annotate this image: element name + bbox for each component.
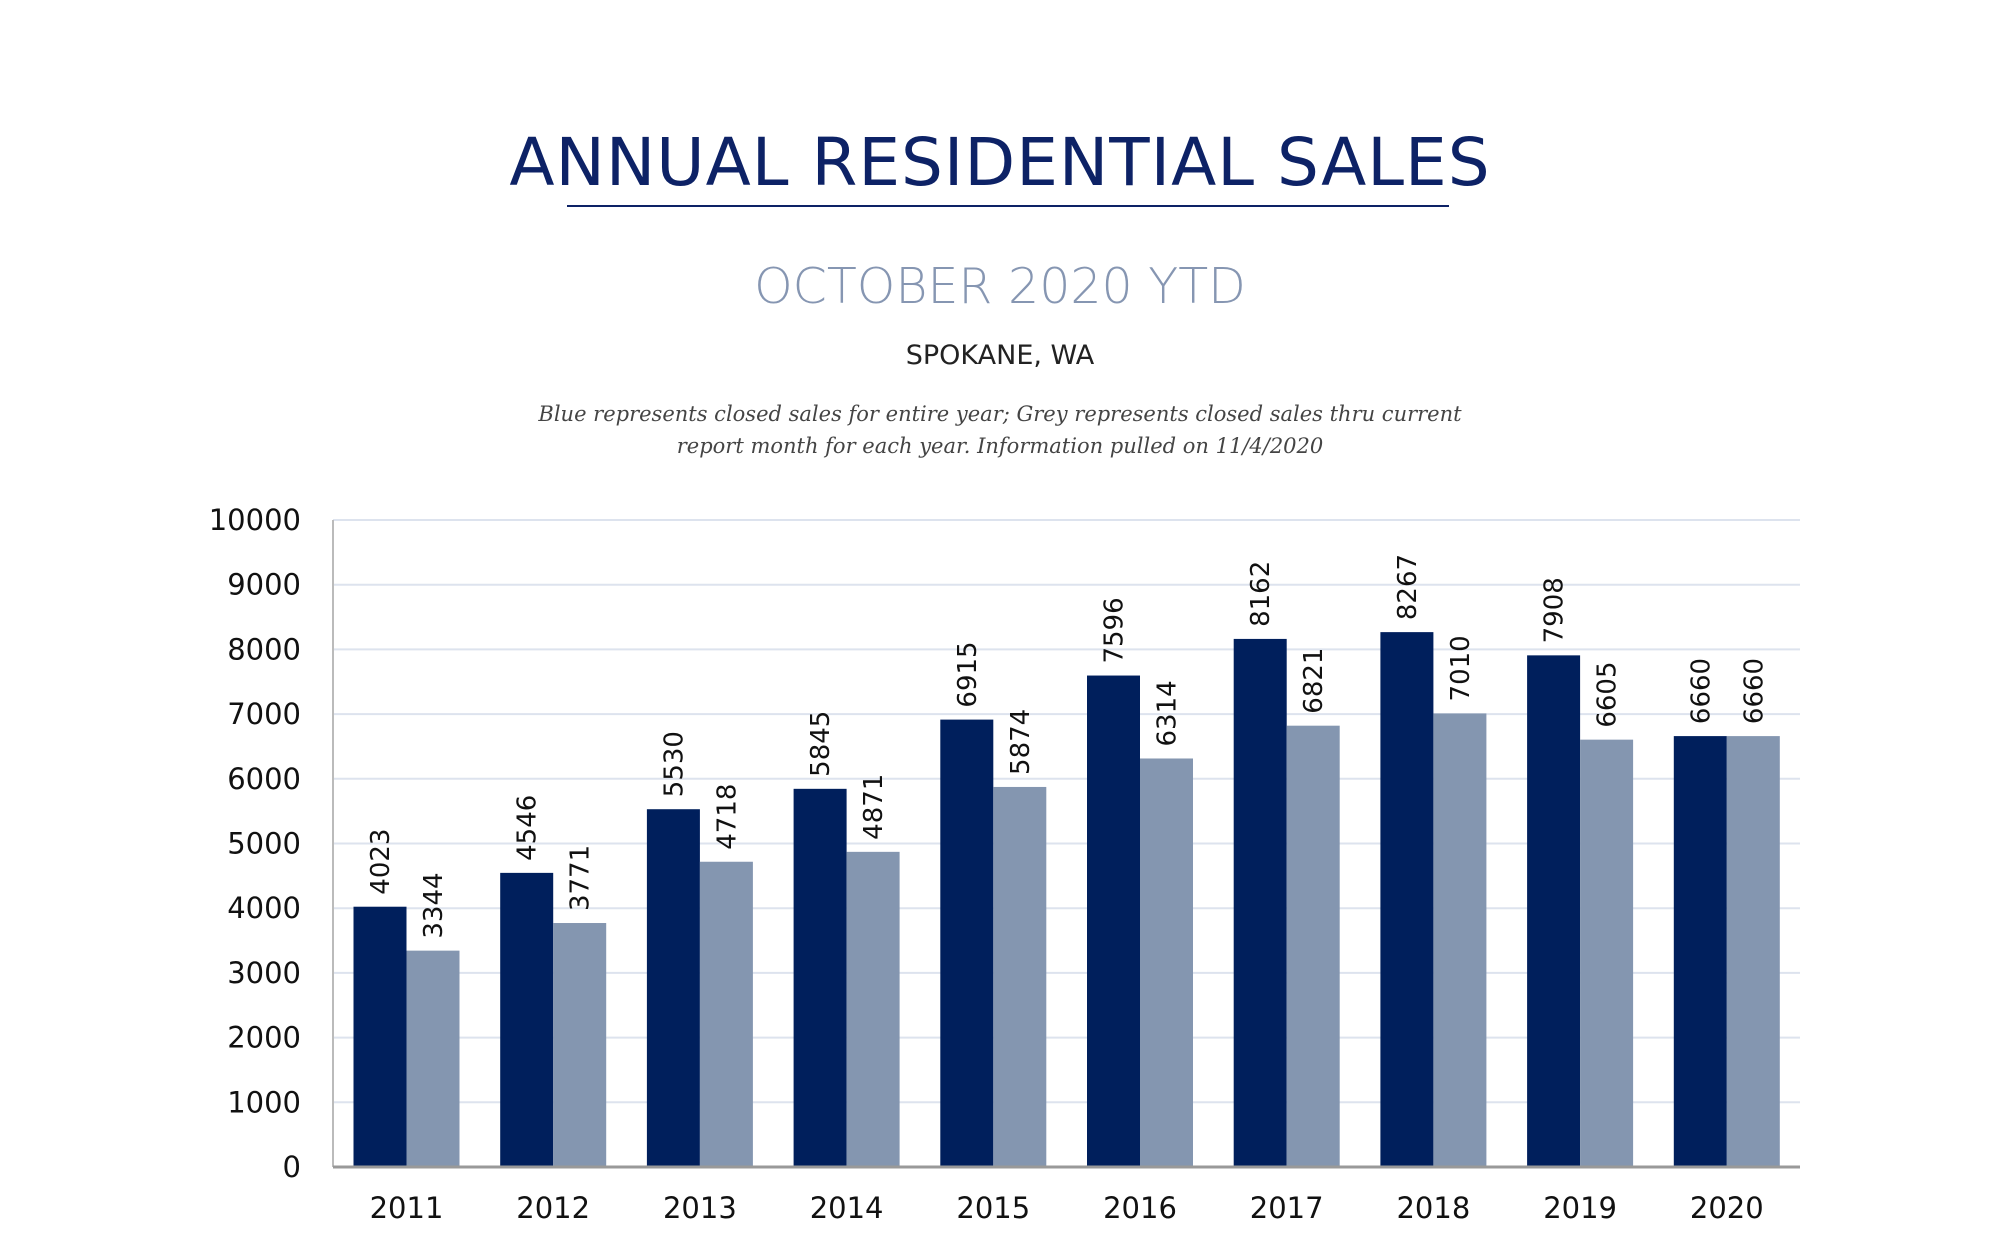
chart-note: Blue represents closed sales for entire … — [0, 398, 2000, 462]
x-tick-label: 2011 — [370, 1191, 444, 1225]
bar-2019-series-2 — [1580, 739, 1634, 1167]
data-label: 6660 — [1739, 658, 1769, 724]
y-tick-label: 6000 — [227, 762, 301, 796]
bar-2015-series-1 — [940, 719, 994, 1167]
data-label: 6314 — [1153, 680, 1183, 746]
y-tick-label: 4000 — [227, 891, 301, 925]
bar-2014-series-1 — [793, 788, 847, 1167]
bar-2020-series-2 — [1726, 736, 1780, 1167]
y-tick-label: 8000 — [227, 632, 301, 666]
bar-2011-series-2 — [406, 950, 460, 1167]
y-tick-label: 5000 — [227, 827, 301, 861]
x-tick-label: 2013 — [663, 1191, 737, 1225]
data-label: 6915 — [953, 641, 983, 707]
x-tick-label: 2014 — [810, 1191, 884, 1225]
data-label: 6660 — [1686, 658, 1716, 724]
x-tick-label: 2016 — [1103, 1191, 1177, 1225]
y-tick-label: 10000 — [209, 503, 301, 537]
y-tick-label: 9000 — [227, 568, 301, 602]
y-tick-label: 0 — [283, 1150, 301, 1184]
note-line-2: report month for each year. Information … — [676, 434, 1324, 458]
bar-2012-series-1 — [500, 872, 554, 1167]
bar-2013-series-1 — [646, 809, 700, 1167]
data-label: 3771 — [566, 845, 596, 911]
data-label: 7010 — [1446, 635, 1476, 701]
data-label: 8162 — [1246, 561, 1276, 627]
data-label: 5530 — [659, 731, 689, 797]
y-tick-label: 2000 — [227, 1021, 301, 1055]
bar-2014-series-2 — [846, 851, 900, 1167]
data-label: 4546 — [513, 795, 543, 861]
y-tick-label: 7000 — [227, 697, 301, 731]
data-label: 5845 — [806, 711, 836, 777]
data-label: 4871 — [859, 774, 889, 840]
x-tick-label: 2015 — [956, 1191, 1030, 1225]
bar-2019-series-1 — [1527, 655, 1581, 1167]
bar-2016-series-2 — [1140, 758, 1193, 1167]
x-tick-label: 2020 — [1690, 1191, 1764, 1225]
location-label: SPOKANE, WA — [905, 340, 1095, 371]
chart-subtitle: OCTOBER 2020 YTD — [754, 258, 1246, 315]
data-label: 5874 — [1006, 709, 1036, 775]
bar-2018-series-1 — [1380, 632, 1434, 1167]
data-label: 4023 — [366, 829, 396, 895]
y-tick-label: 1000 — [227, 1085, 301, 1119]
bar-2012-series-2 — [553, 923, 607, 1167]
data-label: 8267 — [1393, 554, 1423, 620]
x-tick-label: 2018 — [1396, 1191, 1470, 1225]
bar-2017-series-1 — [1233, 638, 1287, 1167]
note-line-1: Blue represents closed sales for entire … — [538, 402, 1462, 426]
bar-2011-series-1 — [353, 906, 407, 1167]
y-tick-label: 3000 — [227, 956, 301, 990]
chart-title: ANNUAL RESIDENTIAL SALES — [509, 124, 1491, 201]
bar-2018-series-2 — [1433, 713, 1487, 1167]
data-label: 3344 — [419, 872, 449, 938]
bar-2017-series-2 — [1286, 725, 1340, 1167]
data-label: 6821 — [1299, 648, 1329, 714]
data-label: 6605 — [1593, 661, 1623, 727]
x-tick-label: 2012 — [516, 1191, 590, 1225]
x-tick-label: 2017 — [1250, 1191, 1324, 1225]
x-tick-label: 2019 — [1543, 1191, 1617, 1225]
title-underline — [567, 205, 1449, 207]
bar-2013-series-2 — [699, 861, 753, 1167]
data-label: 7908 — [1540, 577, 1570, 643]
bar-2016-series-1 — [1087, 675, 1140, 1167]
data-label: 7596 — [1100, 597, 1130, 663]
data-label: 4718 — [712, 784, 742, 850]
bar-2020-series-1 — [1673, 736, 1727, 1167]
bar-2015-series-2 — [993, 786, 1047, 1167]
